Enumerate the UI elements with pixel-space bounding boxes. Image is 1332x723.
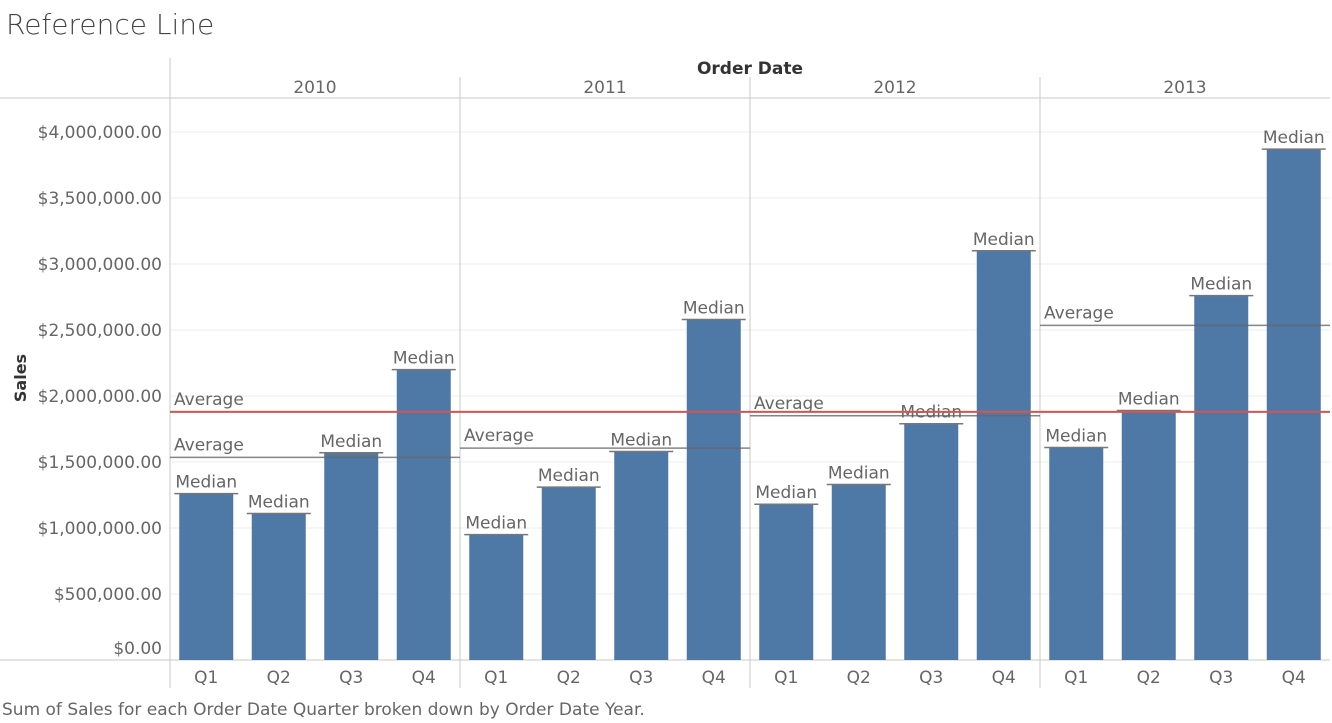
y-tick-label: $2,000,000.00 — [38, 387, 162, 407]
bar-2013-Q3 — [1194, 295, 1249, 660]
bar-2010-Q1 — [179, 493, 234, 660]
y-tick-label: $2,500,000.00 — [38, 321, 162, 341]
bar-2012-Q2 — [831, 484, 886, 660]
x-tick-label: Q3 — [339, 668, 363, 688]
median-label: Median — [175, 473, 237, 493]
x-tick-label: Q3 — [629, 668, 653, 688]
year-header-2011: 2011 — [583, 78, 626, 98]
y-tick-label: $1,500,000.00 — [38, 453, 162, 473]
x-tick-label: Q2 — [267, 668, 291, 688]
reference-lines: MedianMedianMedianMedianAverageMedianMed… — [170, 128, 1330, 536]
median-label: Median — [1263, 128, 1325, 148]
median-label: Median — [1045, 426, 1107, 446]
column-header-order-date: Order Date — [697, 59, 803, 79]
bar-2011-Q4 — [686, 319, 741, 660]
bar-2012-Q4 — [976, 250, 1031, 661]
bar-2013-Q1 — [1049, 447, 1104, 660]
page-title: Reference Line — [6, 8, 215, 41]
median-label: Median — [755, 483, 817, 503]
median-label: Median — [683, 298, 745, 318]
median-label: Median — [973, 230, 1035, 250]
bar-2013-Q4 — [1266, 149, 1321, 660]
y-tick-label: $4,000,000.00 — [38, 123, 162, 143]
x-tick-label: Q3 — [1209, 668, 1233, 688]
median-label: Median — [393, 349, 455, 369]
bar-2011-Q3 — [614, 451, 669, 660]
median-label: Median — [320, 432, 382, 452]
bar-2010-Q4 — [396, 369, 451, 660]
bar-2010-Q3 — [324, 452, 379, 660]
x-tick-label: Q1 — [1064, 668, 1088, 688]
chart: Order Date 2010 2011 2012 2013 Sales $0.00 $… — [0, 58, 1330, 688]
overall-average-label: Average — [174, 390, 244, 410]
median-label: Median — [1118, 390, 1180, 410]
x-axis: Q1 Q2 Q3 Q4 Q1 Q2 Q3 Q4 Q1 Q2 Q3 Q4 Q1 Q2 Q3 Q4 — [194, 668, 1306, 688]
y-axis: Sales $0.00 $500,000.00 $1,000,000.00 $1,50… — [11, 123, 162, 659]
year-header-2010: 2010 — [293, 78, 336, 98]
y-tick-label: $500,000.00 — [54, 585, 162, 605]
x-tick-label: Q4 — [412, 668, 436, 688]
chart-caption: Sum of Sales for each Order Date Quarter… — [2, 700, 645, 720]
year-header-2012: 2012 — [873, 78, 916, 98]
x-tick-label: Q1 — [774, 668, 798, 688]
x-tick-label: Q1 — [194, 668, 218, 688]
x-tick-label: Q1 — [484, 668, 508, 688]
average-label: Average — [174, 435, 244, 455]
x-tick-label: Q2 — [847, 668, 871, 688]
x-tick-label: Q2 — [1137, 668, 1161, 688]
y-tick-label: $3,500,000.00 — [38, 189, 162, 209]
column-headers: Order Date 2010 2011 2012 2013 — [293, 59, 1206, 98]
median-label: Median — [610, 430, 672, 450]
bar-2011-Q1 — [469, 534, 524, 660]
median-label: Median — [538, 466, 600, 486]
x-tick-label: Q4 — [992, 668, 1016, 688]
median-label: Median — [248, 492, 310, 512]
median-label: Median — [465, 514, 527, 534]
year-header-2013: 2013 — [1163, 78, 1206, 98]
x-tick-label: Q4 — [1282, 668, 1306, 688]
x-tick-label: Q4 — [702, 668, 726, 688]
y-axis-title: Sales — [11, 354, 30, 402]
bar-2012-Q3 — [904, 423, 959, 660]
median-label: Median — [828, 463, 890, 483]
x-tick-label: Q3 — [919, 668, 943, 688]
average-label: Average — [464, 426, 534, 446]
bar-2010-Q2 — [251, 513, 306, 660]
bar-2012-Q1 — [759, 504, 814, 660]
median-label: Median — [1190, 275, 1252, 295]
bar-2011-Q2 — [541, 487, 596, 660]
y-tick-label: $3,000,000.00 — [38, 255, 162, 275]
bars — [179, 149, 1321, 661]
bar-2013-Q2 — [1121, 410, 1176, 660]
x-tick-label: Q2 — [557, 668, 581, 688]
average-label: Average — [754, 394, 824, 414]
y-tick-label: $1,000,000.00 — [38, 519, 162, 539]
y-tick-label: $0.00 — [113, 639, 162, 659]
average-label: Average — [1044, 303, 1114, 323]
